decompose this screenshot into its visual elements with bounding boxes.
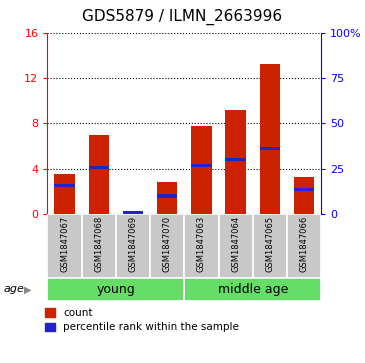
Bar: [294, 188, 314, 191]
Bar: [253, 214, 287, 278]
Bar: [123, 211, 143, 214]
Bar: [54, 184, 75, 187]
Text: GSM1847067: GSM1847067: [60, 216, 69, 272]
Bar: [219, 214, 253, 278]
Bar: [260, 147, 280, 150]
Text: GSM1847064: GSM1847064: [231, 216, 240, 272]
Text: GSM1847065: GSM1847065: [265, 216, 274, 272]
Bar: [54, 175, 75, 214]
Legend: count, percentile rank within the sample: count, percentile rank within the sample: [45, 308, 239, 333]
Bar: [150, 214, 184, 278]
Bar: [123, 213, 143, 214]
Text: GSM1847063: GSM1847063: [197, 216, 206, 272]
Bar: [184, 278, 321, 301]
Bar: [294, 177, 314, 214]
Bar: [260, 65, 280, 214]
Bar: [191, 164, 212, 167]
Bar: [157, 183, 177, 214]
Text: GSM1847066: GSM1847066: [300, 216, 308, 272]
Text: ▶: ▶: [24, 285, 31, 294]
Text: young: young: [96, 283, 135, 296]
Bar: [82, 214, 116, 278]
Text: age: age: [4, 285, 24, 294]
Bar: [184, 214, 219, 278]
Bar: [225, 110, 246, 214]
Text: middle age: middle age: [218, 283, 288, 296]
Bar: [157, 195, 177, 197]
Bar: [191, 126, 212, 214]
Bar: [89, 135, 109, 214]
Text: GSM1847069: GSM1847069: [128, 216, 138, 272]
Bar: [89, 166, 109, 169]
Text: GDS5879 / ILMN_2663996: GDS5879 / ILMN_2663996: [82, 9, 283, 25]
Bar: [287, 214, 321, 278]
Bar: [116, 214, 150, 278]
Bar: [225, 158, 246, 161]
Text: GSM1847070: GSM1847070: [163, 216, 172, 272]
Bar: [47, 214, 82, 278]
Text: GSM1847068: GSM1847068: [94, 216, 103, 272]
Bar: [47, 278, 184, 301]
